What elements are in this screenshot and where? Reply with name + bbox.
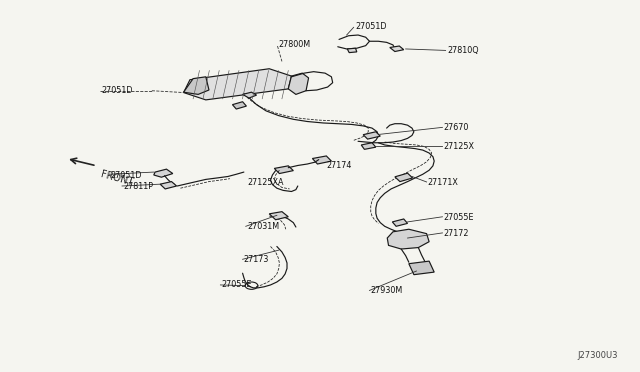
Text: 27171X: 27171X <box>428 178 459 187</box>
Polygon shape <box>409 261 434 275</box>
Text: 27051D: 27051D <box>101 86 132 95</box>
Polygon shape <box>269 212 288 220</box>
Text: 27670: 27670 <box>444 123 469 132</box>
Polygon shape <box>184 77 209 94</box>
Polygon shape <box>154 169 173 177</box>
Polygon shape <box>288 73 308 94</box>
Polygon shape <box>363 132 380 139</box>
Text: 27800M: 27800M <box>279 41 311 49</box>
Text: 27051D: 27051D <box>111 170 142 180</box>
Polygon shape <box>361 143 376 149</box>
Text: J27300U3: J27300U3 <box>578 351 618 360</box>
Text: 27051D: 27051D <box>355 22 387 31</box>
Text: 27055E: 27055E <box>444 213 474 222</box>
Text: 27125X: 27125X <box>444 142 475 151</box>
Polygon shape <box>392 235 408 243</box>
Text: 27125XA: 27125XA <box>247 178 284 187</box>
Polygon shape <box>243 92 257 98</box>
Polygon shape <box>387 229 429 249</box>
Polygon shape <box>184 69 291 100</box>
Polygon shape <box>232 102 246 109</box>
Polygon shape <box>390 46 404 51</box>
Text: 27811P: 27811P <box>124 182 154 191</box>
Polygon shape <box>160 182 177 189</box>
Text: 27174: 27174 <box>326 161 352 170</box>
Text: FRONT: FRONT <box>99 170 134 188</box>
Text: 27172: 27172 <box>444 229 469 238</box>
Polygon shape <box>392 219 408 226</box>
Polygon shape <box>275 166 293 174</box>
Text: 27930M: 27930M <box>371 286 403 295</box>
Polygon shape <box>348 48 356 52</box>
Text: 27173: 27173 <box>244 255 269 264</box>
Polygon shape <box>312 156 332 164</box>
Text: 27055E: 27055E <box>221 280 252 289</box>
Polygon shape <box>395 173 413 182</box>
Text: 27810Q: 27810Q <box>447 46 479 55</box>
Text: 27031M: 27031M <box>247 222 279 231</box>
